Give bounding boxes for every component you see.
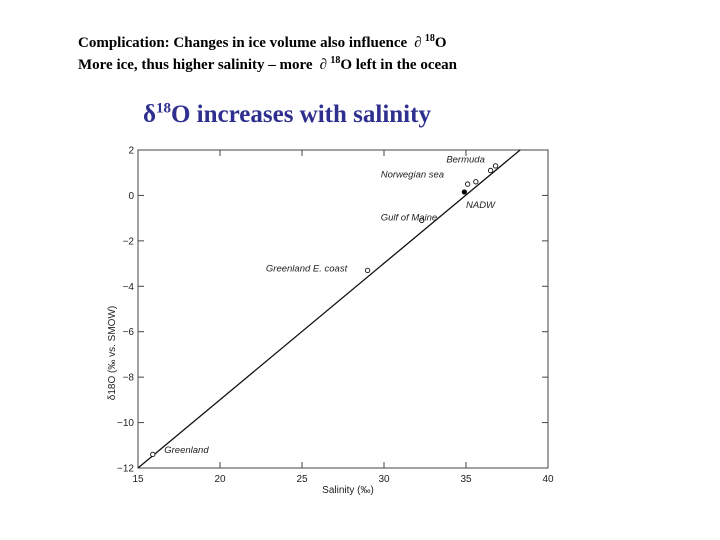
y-tick-label: −8	[123, 373, 135, 384]
point-label: NADW	[466, 200, 496, 211]
header-line-2-prefix: More ice, thus higher salinity – more	[78, 57, 317, 73]
header-line-1-prefix: Complication: Changes in ice volume also…	[78, 35, 411, 51]
x-tick-label: 35	[460, 474, 472, 485]
subtitle-superscript: 18	[155, 100, 171, 117]
point-label: Norwegian sea	[381, 169, 444, 180]
header-line-2: More ice, thus higher salinity – more ∂ 1…	[78, 55, 457, 74]
delta-symbol: ∂	[414, 35, 422, 51]
data-point	[487, 167, 494, 174]
y-tick-label: 0	[128, 191, 134, 202]
header-line-1-suffix: O	[434, 35, 447, 51]
y-tick-label: −2	[123, 236, 135, 247]
data-point	[461, 189, 468, 195]
plot-frame	[137, 149, 549, 469]
subtitle-text: O increases with salinity	[170, 101, 431, 128]
isotope-superscript: 18	[330, 55, 341, 66]
y-tick-label: −6	[123, 327, 135, 338]
header-line-2-suffix: O left in the ocean	[340, 57, 457, 73]
delta-symbol: ∂	[319, 57, 328, 73]
header-line-1: Complication: Changes in ice volume also…	[78, 33, 447, 52]
x-tick-label: 20	[214, 474, 226, 485]
trend-line	[137, 149, 521, 469]
slide-subtitle: δ18O increases with salinity	[143, 101, 431, 129]
y-tick-label: −10	[117, 418, 134, 429]
y-axis-label: δ18O (‰ vs. SMOW)	[107, 306, 118, 400]
data-point	[492, 163, 499, 169]
subtitle-delta: δ	[143, 101, 156, 128]
data-point	[419, 217, 425, 224]
point-label: Greenland	[164, 445, 209, 456]
x-tick-label: 15	[132, 474, 144, 485]
x-axis-label: Salinity (‰)	[322, 485, 374, 496]
point-label: Gulf of Maine	[381, 212, 438, 223]
point-label: Bermuda	[446, 154, 485, 165]
x-tick-label: 40	[542, 474, 554, 485]
x-tick-label: 30	[378, 474, 390, 485]
data-point	[364, 267, 371, 274]
y-tick-label: −12	[117, 464, 134, 475]
isotope-superscript: 18	[424, 33, 435, 44]
y-tick-label: 2	[128, 146, 134, 157]
x-tick-label: 25	[296, 474, 308, 485]
y-tick-label: −4	[123, 282, 135, 293]
data-point	[150, 451, 156, 458]
data-point	[464, 181, 471, 187]
data-point	[473, 179, 479, 185]
point-label: Greenland E. coast	[266, 264, 348, 275]
